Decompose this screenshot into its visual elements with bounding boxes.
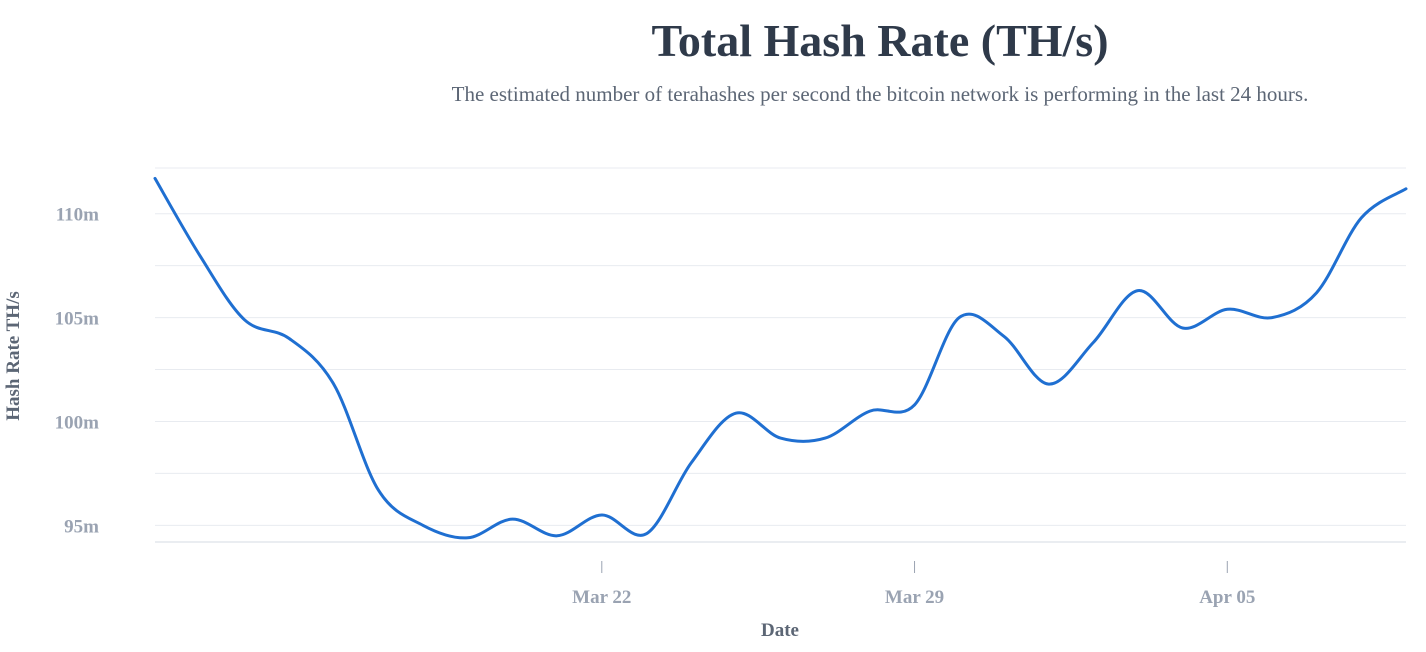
data-point	[198, 253, 202, 257]
y-axis-ticks: 95m 100m 105m 110m	[55, 205, 100, 538]
data-point	[242, 318, 246, 322]
data-point	[376, 488, 380, 492]
data-point	[913, 403, 917, 407]
data-point	[1315, 291, 1319, 295]
data-point	[555, 534, 559, 538]
data-point	[1359, 216, 1363, 220]
data-point	[1270, 316, 1274, 320]
data-point	[1136, 289, 1140, 293]
data-point	[868, 409, 872, 413]
data-point	[957, 316, 961, 320]
data-point	[734, 411, 738, 415]
y-tick-label: 110m	[56, 205, 99, 226]
x-tick-label: Apr 05	[1199, 587, 1255, 608]
grid-lines	[155, 167, 1406, 543]
data-point	[1091, 341, 1095, 345]
data-point	[600, 513, 604, 517]
y-axis-title: Hash Rate TH/s	[3, 291, 24, 421]
y-tick-label: 95m	[64, 516, 99, 537]
data-point	[779, 436, 783, 440]
data-point	[510, 517, 514, 521]
chart-subtitle: The estimated number of terahashes per s…	[451, 82, 1309, 106]
data-point	[287, 336, 291, 340]
x-axis-ticks: Mar 22 Mar 29 Apr 05	[572, 561, 1255, 608]
y-tick-label: 100m	[55, 412, 100, 433]
data-point	[1404, 187, 1408, 191]
data-point	[153, 176, 157, 180]
x-tick-label: Mar 29	[885, 587, 944, 608]
data-point	[689, 461, 693, 465]
data-point	[1225, 307, 1229, 311]
x-tick-label: Mar 22	[572, 587, 631, 608]
data-point	[1002, 334, 1006, 338]
series-layer	[153, 176, 1408, 540]
data-point	[421, 523, 425, 527]
x-axis-title: Date	[761, 620, 799, 641]
data-point	[1047, 382, 1051, 386]
data-point	[823, 436, 827, 440]
data-point	[466, 536, 470, 540]
data-point	[332, 382, 336, 386]
chart-title: Total Hash Rate (TH/s)	[651, 15, 1109, 66]
data-point	[644, 532, 648, 536]
y-tick-label: 105m	[55, 309, 100, 330]
series-line	[153, 176, 1408, 540]
data-point	[1181, 326, 1185, 330]
